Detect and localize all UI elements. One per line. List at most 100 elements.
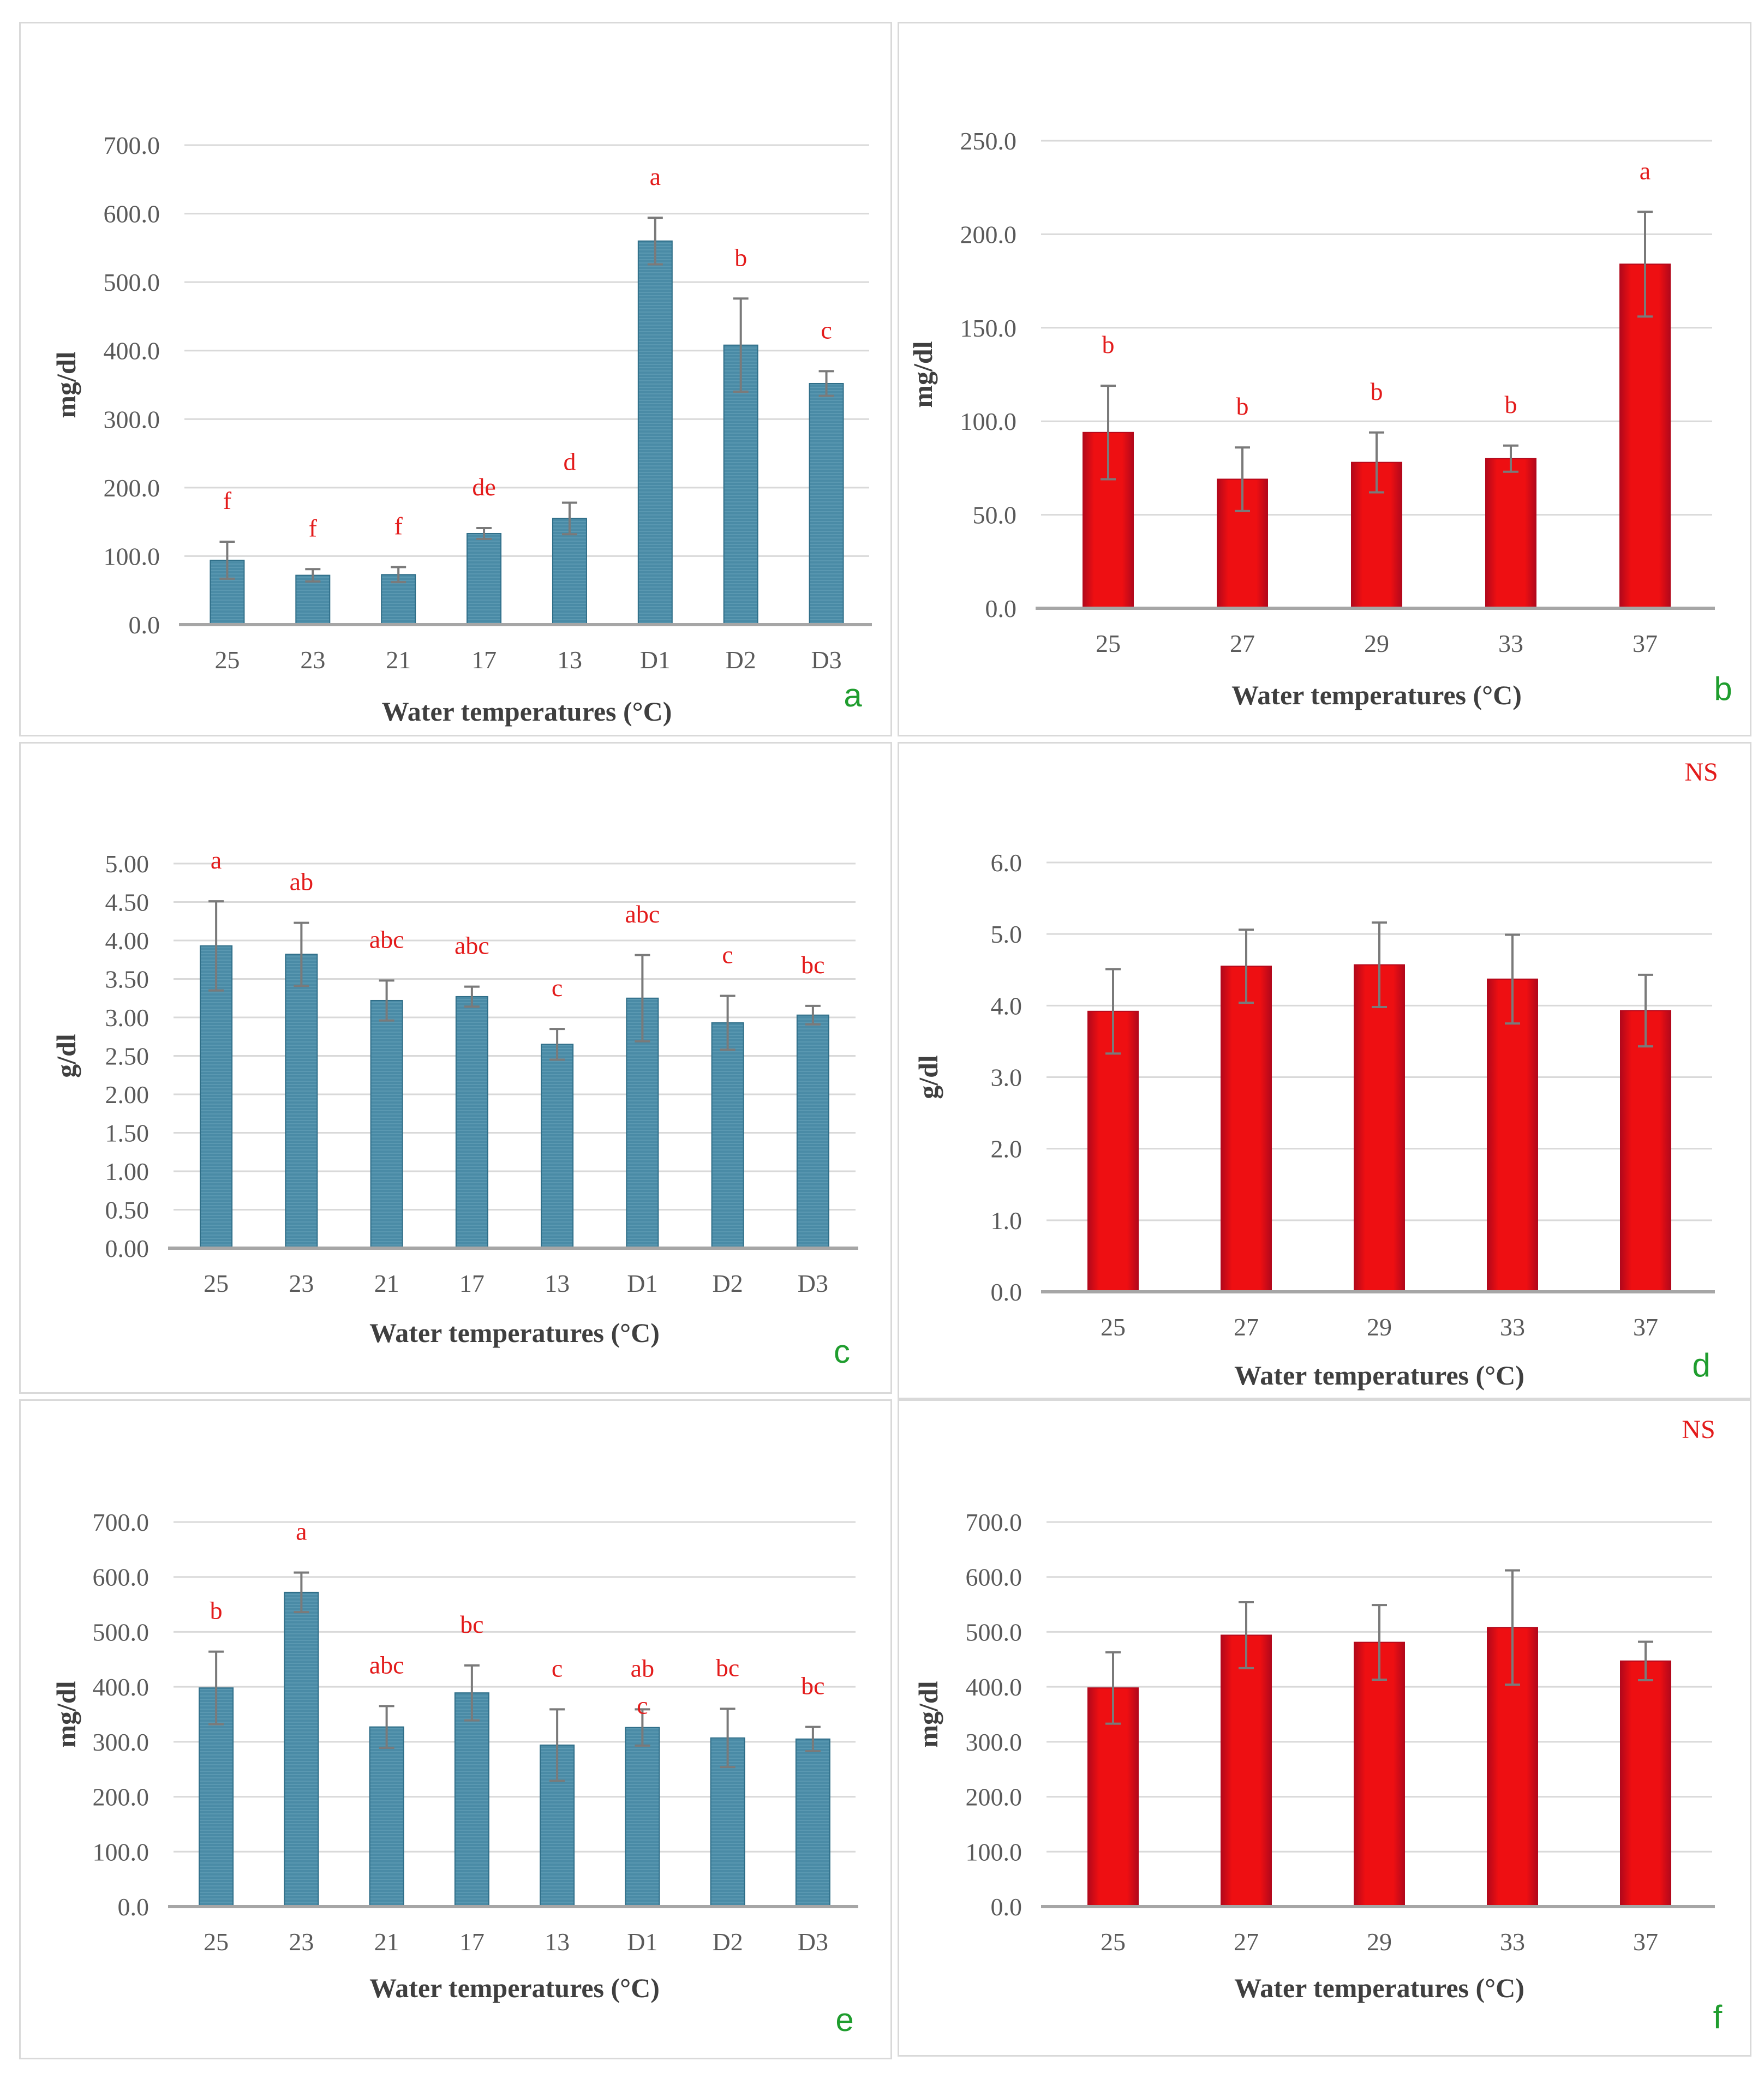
error-bar	[635, 954, 650, 1043]
y-tick-label: 700.0	[966, 1508, 1022, 1536]
not-significant-label: NS	[1684, 758, 1718, 787]
significance-label: abc	[625, 900, 660, 928]
x-tick-label: 25	[1101, 1313, 1126, 1341]
chart-panel-a: 0.0 100.0 200.0 300.0 400.0 500.0 600.0 700.0 f 2…	[19, 22, 892, 736]
y-tick-label: 2.50	[105, 1043, 150, 1070]
x-tick-label: 25	[214, 646, 240, 674]
x-tick-label: 23	[289, 1269, 314, 1297]
error-bar	[379, 979, 394, 1022]
x-tick-label: 29	[1364, 630, 1389, 657]
error-bar	[1638, 973, 1653, 1048]
y-tick-label: 0.0	[118, 1893, 150, 1921]
x-tick-label: 21	[374, 1269, 399, 1297]
chart-svg-d: 0.0 1.0 2.0 3.0 4.0 5.0 6.0 25 27 29 33 37 Water tem…	[913, 758, 1718, 1391]
significance-label: c	[552, 1654, 563, 1682]
x-tick-label: D2	[713, 1928, 743, 1956]
x-axis-title: Water temperatures (°C)	[1234, 1360, 1524, 1391]
chart-panel-c: 0.00 0.50 1.00 1.50 2.00 2.50 3.00 3.50 4.00 4.50…	[19, 742, 892, 1394]
error-bar	[1239, 928, 1254, 1004]
x-tick-label: 17	[459, 1928, 485, 1956]
bar	[369, 1726, 404, 1908]
significance-label: a	[296, 1518, 307, 1545]
panel-letter: c	[834, 1333, 850, 1370]
y-tick-label: 300.0	[966, 1728, 1022, 1756]
x-tick-label: 25	[1096, 630, 1121, 657]
panel-letter: a	[844, 677, 862, 714]
bar	[1620, 1660, 1671, 1907]
error-bar	[1369, 431, 1384, 494]
error-bar	[219, 541, 235, 580]
panel-letter: b	[1714, 670, 1732, 707]
y-tick-label: 5.0	[991, 920, 1022, 948]
error-bar	[1637, 211, 1653, 318]
x-tick-label: 29	[1367, 1313, 1392, 1341]
panel-letter: d	[1692, 1347, 1710, 1383]
x-axis-title: Water temperatures (°C)	[369, 1973, 660, 2003]
y-tick-label: 250.0	[960, 127, 1017, 155]
error-bar	[1372, 921, 1387, 1008]
error-bar	[294, 1571, 309, 1614]
bar	[637, 240, 673, 625]
bar	[1087, 1010, 1139, 1292]
significance-label: c	[637, 1691, 648, 1719]
error-bar	[805, 1725, 821, 1752]
significance-label: b	[1236, 392, 1249, 420]
y-tick-label: 4.00	[105, 927, 150, 955]
significance-label: c	[722, 941, 733, 969]
error-bar	[818, 370, 834, 397]
y-tick-label: 4.50	[105, 889, 150, 916]
bar	[370, 999, 403, 1249]
y-tick-label: 4.0	[991, 992, 1022, 1020]
bar	[1354, 1641, 1405, 1907]
y-tick-label: 500.0	[93, 1618, 150, 1646]
x-tick-label: 27	[1234, 1313, 1259, 1341]
x-axis-title: Water temperatures (°C)	[382, 696, 672, 727]
y-tick-label: 500.0	[104, 268, 160, 296]
y-tick-label: 200.0	[93, 1783, 150, 1811]
y-tick-label: 1.50	[105, 1119, 150, 1147]
x-tick-label: 37	[1633, 1313, 1658, 1341]
y-tick-label: 400.0	[966, 1673, 1022, 1701]
error-bar	[208, 900, 224, 992]
error-bar	[1372, 1604, 1387, 1681]
error-bar	[549, 1708, 565, 1782]
y-tick-label: 3.50	[105, 966, 150, 993]
significance-label: ab	[631, 1654, 654, 1682]
chart-panel-f: 0.0 100.0 200.0 300.0 400.0 500.0 600.0 700.0 25…	[898, 1399, 1751, 2057]
significance-label: f	[309, 514, 318, 542]
y-tick-label: 150.0	[960, 314, 1017, 342]
x-tick-label: D3	[811, 646, 841, 674]
error-bar	[1505, 1569, 1520, 1686]
significance-label: a	[211, 846, 222, 874]
x-tick-label: D2	[726, 646, 756, 674]
bar	[1221, 966, 1272, 1293]
chart-panel-e: 0.0 100.0 200.0 300.0 400.0 500.0 600.0 700.0 b 2…	[19, 1399, 892, 2059]
bar	[625, 1727, 660, 1908]
chart-panel-d: 0.0 1.0 2.0 3.0 4.0 5.0 6.0 25 27 29 33 37 Water tem…	[898, 742, 1751, 1399]
y-axis-title: mg/dl	[51, 351, 81, 418]
y-tick-label: 700.0	[104, 131, 160, 159]
chart-svg-b: 0.0 50.0 100.0 150.0 200.0 250.0 b 25 b 27 b 29 b 33 a…	[907, 127, 1732, 710]
y-tick-label: 5.00	[105, 850, 150, 878]
bar	[1487, 978, 1538, 1292]
significance-label: abc	[369, 925, 404, 953]
not-significant-label: NS	[1682, 1415, 1715, 1444]
error-bar	[1638, 1640, 1653, 1682]
significance-label: bc	[460, 1610, 483, 1638]
significance-label: c	[552, 974, 563, 1002]
significance-label: ab	[290, 868, 313, 896]
chart-svg-f: 0.0 100.0 200.0 300.0 400.0 500.0 600.0 700.0 25…	[913, 1415, 1723, 2035]
significance-label: b	[1371, 378, 1383, 405]
error-bar	[1105, 1651, 1121, 1725]
error-bar	[720, 994, 736, 1051]
error-bar	[733, 297, 749, 393]
panel-letter: f	[1713, 1999, 1723, 2035]
x-tick-label: 23	[300, 646, 325, 674]
x-tick-label: 33	[1498, 630, 1523, 657]
y-tick-label: 700.0	[93, 1508, 150, 1536]
error-bar	[464, 985, 480, 1008]
x-tick-label: 13	[557, 646, 582, 674]
bar	[285, 954, 318, 1249]
y-tick-label: 100.0	[960, 408, 1017, 435]
x-tick-label: 29	[1367, 1928, 1392, 1956]
